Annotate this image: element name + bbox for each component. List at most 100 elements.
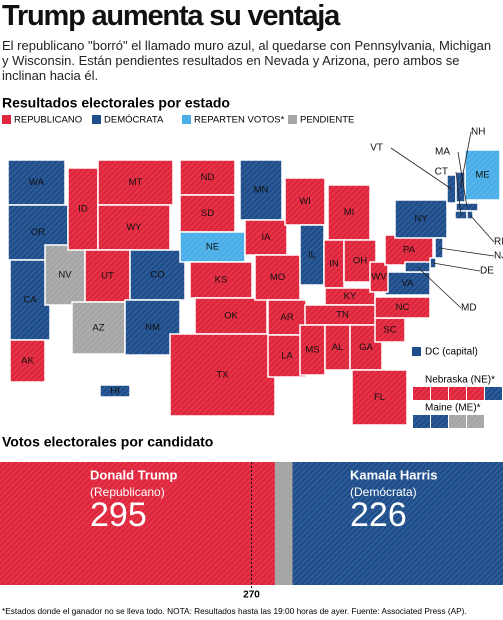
state-label: MT (129, 177, 143, 188)
state-texture (465, 150, 500, 200)
state-label: CT (435, 167, 448, 178)
leader-line (455, 171, 462, 216)
state-label: ND (201, 172, 215, 183)
state-label: ID (78, 204, 88, 215)
leader-line (417, 266, 462, 309)
state-label: FL (374, 392, 385, 403)
candidate-party: (Republicano) (90, 485, 165, 499)
candidate-party: (Demócrata) (350, 485, 417, 499)
state-label: AR (280, 312, 293, 323)
state-label: IA (262, 232, 272, 243)
state-label: VT (370, 143, 383, 154)
dc-label: DC (capital) (425, 347, 478, 358)
state-texture (325, 288, 375, 305)
state-texture (375, 318, 405, 342)
state-label: MI (344, 207, 355, 218)
state-label: OH (353, 256, 367, 267)
state-texture (370, 262, 388, 292)
state-texture (68, 168, 98, 250)
state-label: OR (31, 227, 45, 238)
state-texture (98, 205, 170, 250)
state-texture (395, 200, 447, 238)
legend-label: DEMÓCRATA (104, 115, 164, 126)
state-texture (10, 340, 45, 382)
candidate-name: Kamala Harris (350, 467, 437, 482)
state-texture (255, 255, 300, 300)
candidate-votes: 226 (350, 496, 407, 534)
state-label: CA (23, 295, 37, 306)
state-label: AK (21, 356, 34, 367)
state-label: AL (332, 342, 344, 353)
state-label: NC (396, 302, 410, 313)
state-label: WI (299, 196, 311, 207)
legend-label: PENDIENTE (300, 115, 354, 126)
state-label: SC (383, 325, 396, 336)
legend-label: REPUBLICANO (14, 115, 82, 126)
state-label: MD (461, 303, 477, 314)
state-texture (98, 160, 173, 205)
state-label: WA (29, 177, 45, 188)
state-label: VA (402, 278, 415, 289)
state-texture (285, 178, 325, 225)
map-title: Resultados electorales por estado (2, 95, 230, 111)
state-label: NE (206, 242, 219, 253)
state-texture (195, 298, 267, 334)
state-label: MA (435, 147, 450, 158)
legend-swatch (182, 115, 191, 124)
state-label: ME (475, 170, 489, 181)
state-texture (305, 305, 380, 325)
state-label: DE (480, 266, 494, 277)
state-label: AZ (92, 323, 104, 334)
state-label: TN (336, 310, 349, 321)
state-label: NY (414, 214, 428, 225)
state-label: IN (329, 259, 339, 270)
state-label: NM (145, 322, 160, 333)
state-texture (300, 325, 325, 375)
legend-swatch (92, 115, 101, 124)
state-texture (180, 232, 245, 262)
district-texture (431, 415, 448, 428)
state-texture (100, 385, 130, 397)
state-texture (45, 245, 85, 305)
legend-swatch (288, 115, 297, 124)
state-label: MN (254, 185, 269, 196)
votes-title: Votos electorales por candidato (2, 434, 213, 450)
legend-label: REPARTEN VOTOS* (194, 115, 285, 126)
district-texture (413, 387, 430, 400)
state-label: PA (403, 245, 416, 256)
state-texture (72, 302, 125, 354)
split-label: Maine (ME)* (425, 403, 481, 414)
state-label: WV (371, 272, 387, 283)
state-texture (180, 195, 235, 232)
state-label: HI (110, 386, 120, 397)
split-label: Nebraska (NE)* (425, 375, 495, 386)
vote-texture (292, 462, 503, 585)
state-label: NV (58, 270, 72, 281)
state-label: SD (201, 208, 214, 219)
state-label: MO (270, 272, 285, 283)
leader-line (390, 147, 452, 190)
district-texture (485, 387, 502, 400)
district-texture (467, 415, 484, 428)
legend-swatch (2, 115, 11, 124)
state-label: KS (215, 275, 228, 286)
state-label: NH (471, 127, 485, 138)
dc-swatch (412, 347, 421, 356)
leader-line (438, 247, 495, 257)
state-texture (300, 225, 324, 285)
state-label: MS (305, 345, 319, 356)
state-texture (245, 220, 287, 255)
state-texture (352, 370, 407, 425)
district-texture (431, 387, 448, 400)
state-label: LA (281, 351, 293, 362)
candidate-votes: 295 (90, 496, 147, 534)
state-label: WY (126, 222, 142, 233)
district-texture (449, 387, 466, 400)
state-texture (8, 160, 65, 205)
subtitle: El republicano "borró" el llamado muro a… (2, 38, 492, 83)
state-texture (385, 235, 433, 265)
state-texture (240, 160, 282, 220)
vote-texture (0, 462, 275, 585)
